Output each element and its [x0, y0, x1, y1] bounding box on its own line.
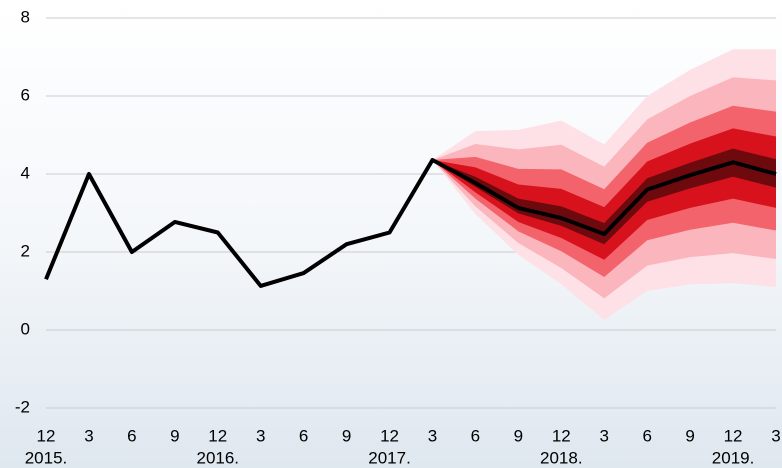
- x-tick-label: 6: [299, 426, 308, 445]
- x-year-label: 2017.: [368, 448, 411, 467]
- x-tick-label: 9: [170, 426, 179, 445]
- x-tick-label: 6: [471, 426, 480, 445]
- x-year-label: 2018.: [540, 448, 583, 467]
- x-tick-label: 6: [127, 426, 136, 445]
- y-tick-label: -2: [15, 397, 30, 416]
- x-tick-label: 3: [771, 426, 780, 445]
- x-tick-label: 9: [514, 426, 523, 445]
- y-tick-label: 8: [21, 7, 30, 26]
- y-tick-label: 6: [21, 85, 30, 104]
- x-tick-label: 12: [208, 426, 227, 445]
- x-tick-label: 3: [256, 426, 265, 445]
- x-tick-label: 12: [37, 426, 56, 445]
- x-tick-label: 12: [724, 426, 743, 445]
- y-tick-label: 0: [21, 319, 30, 338]
- x-tick-label: 12: [552, 426, 571, 445]
- x-year-label: 2019.: [712, 448, 755, 467]
- chart: -2 0 2 4 6 8 12 2015. 3 6 9 12 2016. 3 6 9 12 2017. 3 6 9 12 2…: [0, 0, 782, 468]
- y-tick-label: 4: [21, 163, 30, 182]
- x-tick-label: 9: [342, 426, 351, 445]
- x-year-label: 2016.: [196, 448, 239, 467]
- x-tick-label: 3: [428, 426, 437, 445]
- y-tick-label: 2: [21, 241, 30, 260]
- x-tick-label: 9: [685, 426, 694, 445]
- x-tick-label: 12: [380, 426, 399, 445]
- x-tick-label: 3: [84, 426, 93, 445]
- x-tick-label: 6: [642, 426, 651, 445]
- x-year-label: 2015.: [25, 448, 68, 467]
- x-tick-label: 3: [600, 426, 609, 445]
